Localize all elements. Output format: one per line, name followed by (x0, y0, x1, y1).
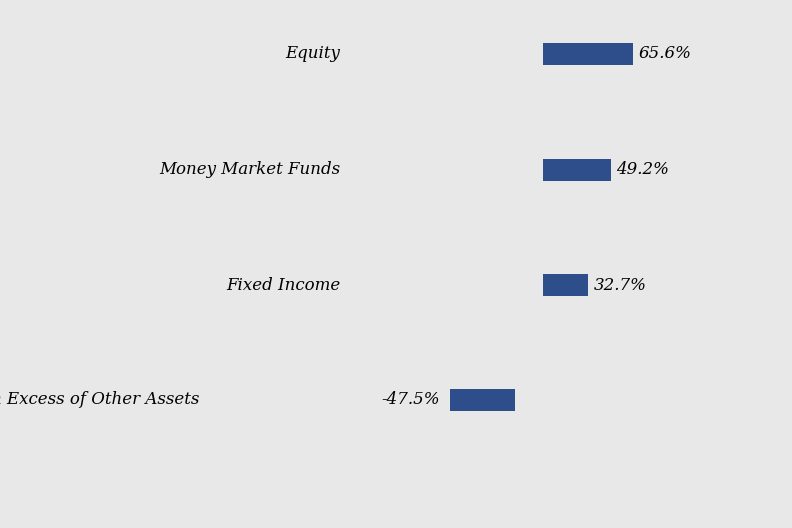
Bar (543, 274, 588, 296)
Text: 65.6%: 65.6% (639, 45, 692, 62)
Text: Equity: Equity (285, 45, 340, 62)
Bar (450, 389, 515, 411)
Text: Fixed Income: Fixed Income (226, 277, 340, 294)
Bar (543, 43, 633, 65)
Bar (543, 159, 611, 181)
Text: -47.5%: -47.5% (382, 391, 440, 409)
Text: 32.7%: 32.7% (594, 277, 647, 294)
Text: 49.2%: 49.2% (616, 162, 669, 178)
Text: Money Market Funds: Money Market Funds (159, 162, 340, 178)
Text: Liabilities in Excess of Other Assets: Liabilities in Excess of Other Assets (0, 391, 200, 409)
